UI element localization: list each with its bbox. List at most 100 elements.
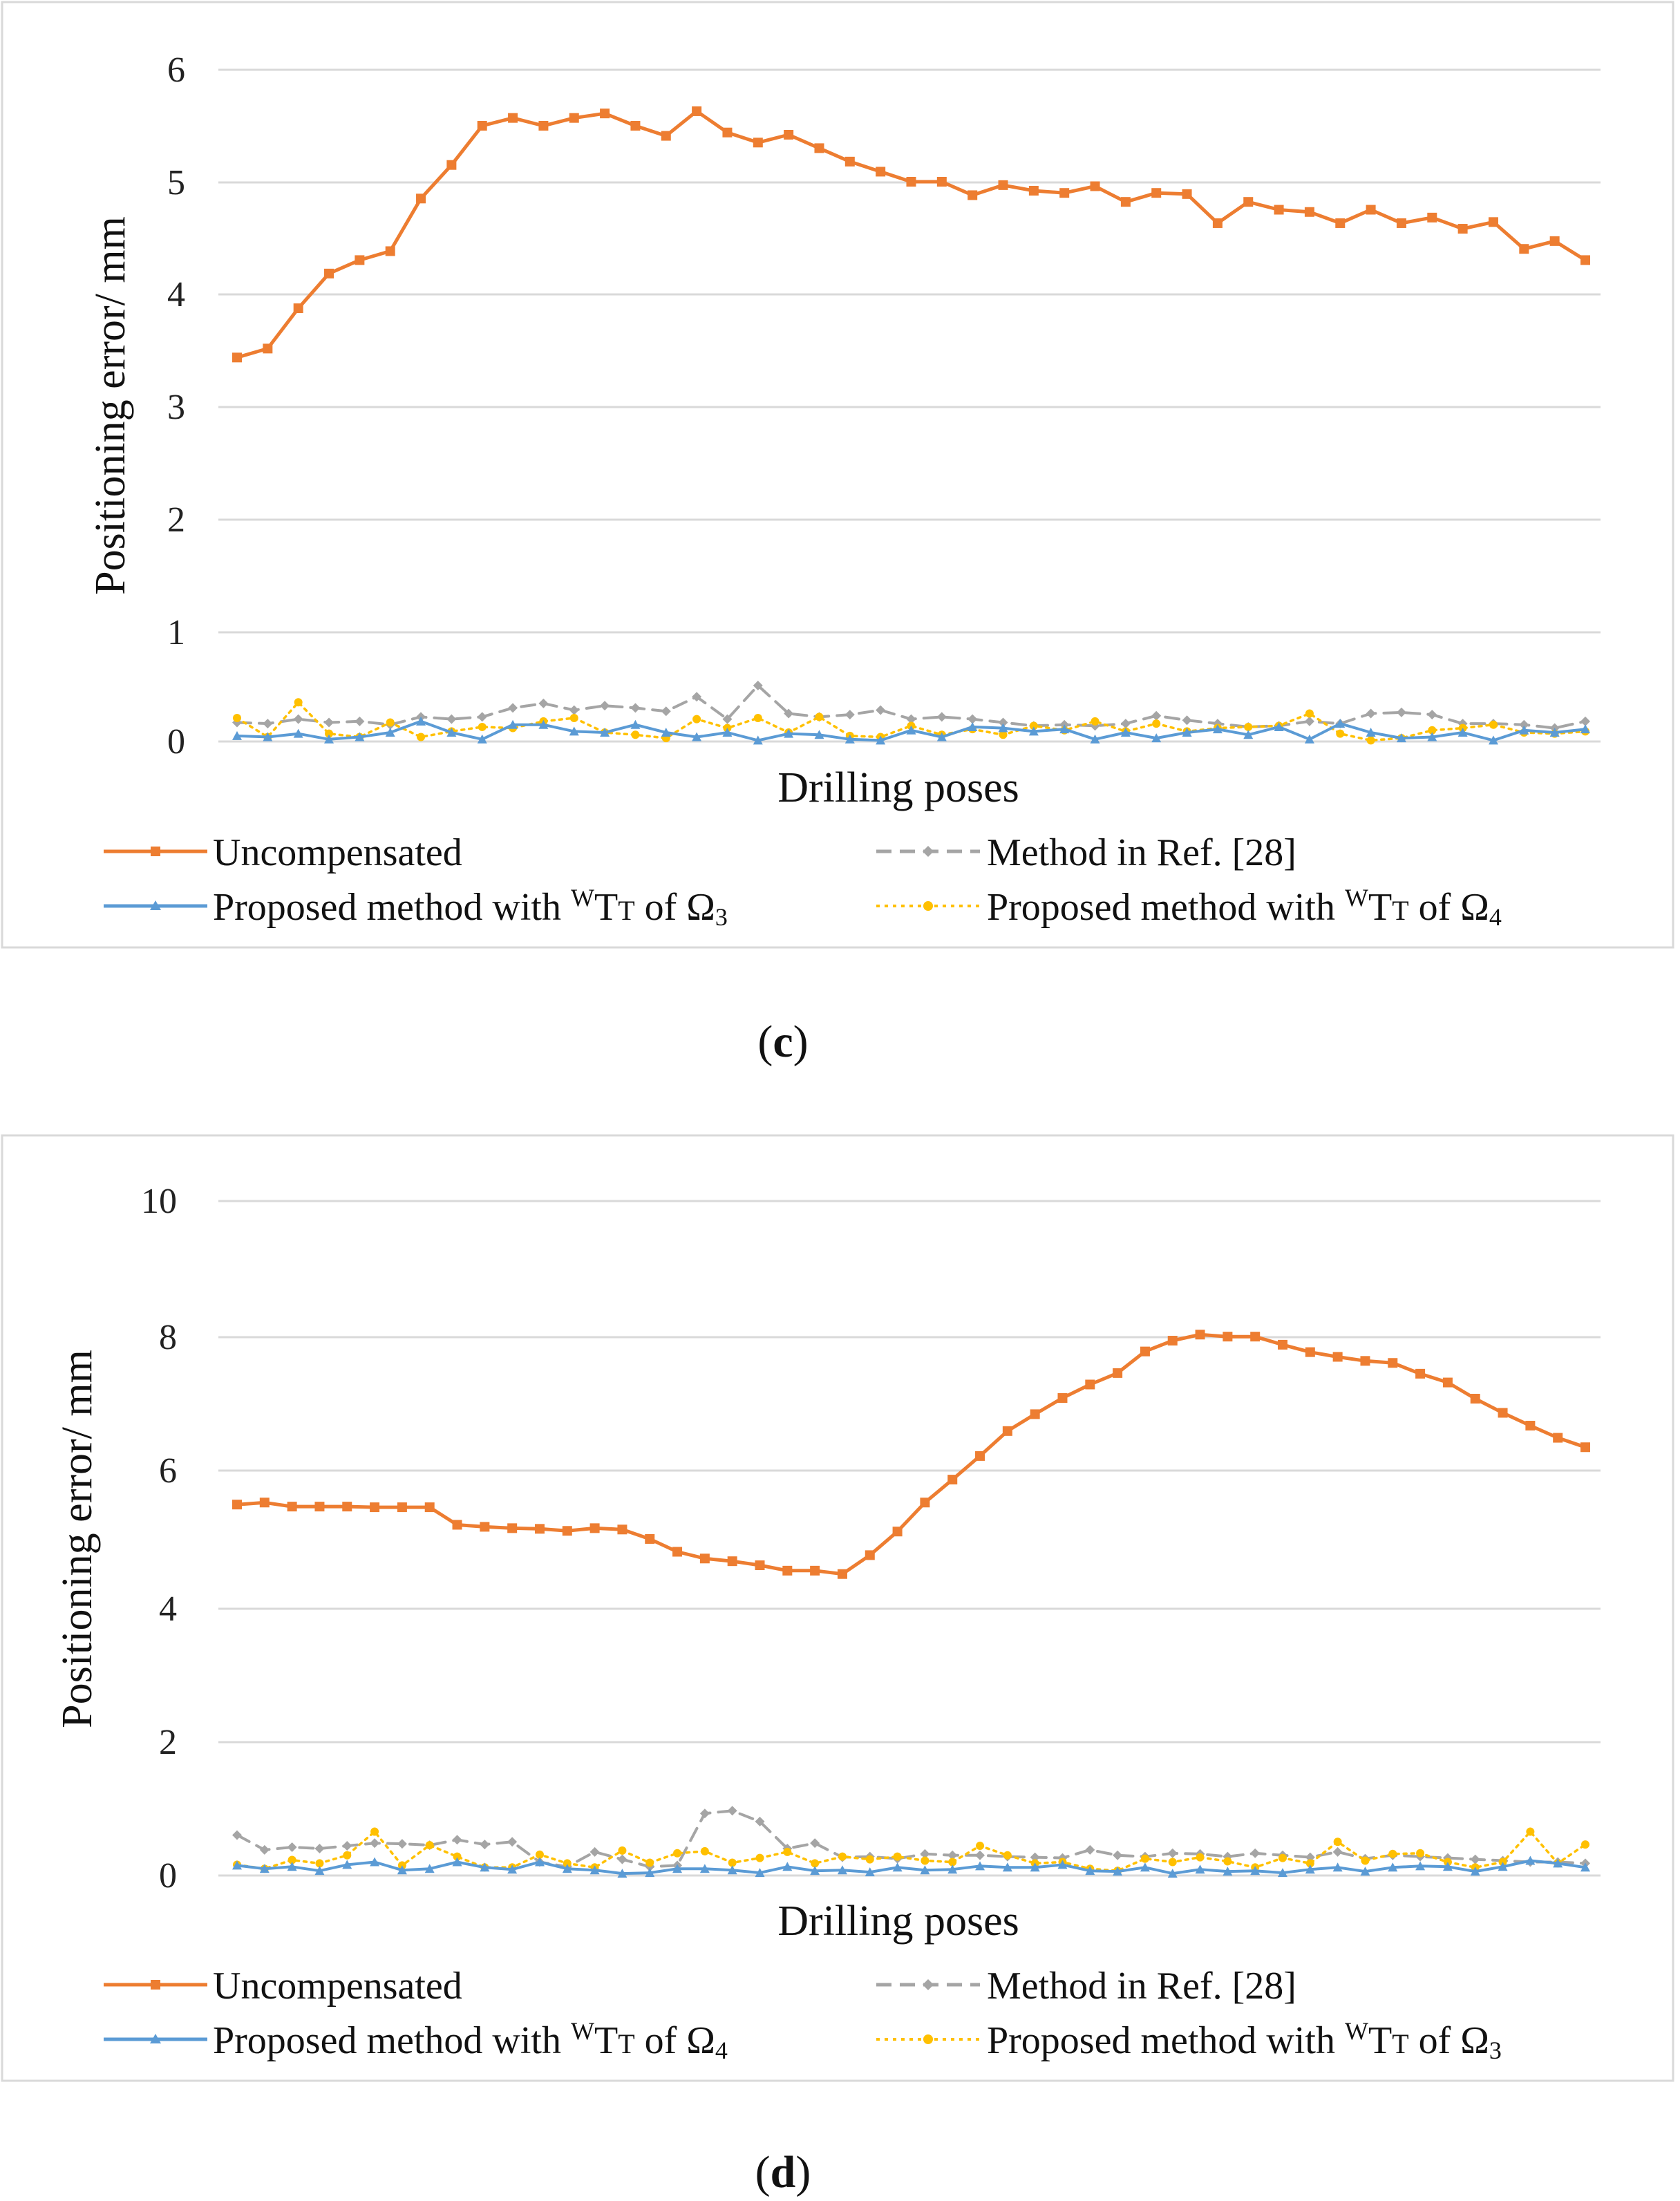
chart-c-legend-item-blue: Proposed method with WTT of Ω3 — [104, 884, 728, 931]
chart-d-data-point-blue — [865, 1867, 875, 1877]
chart-c-data-point-blue — [263, 732, 273, 741]
chart-c-y-tick-labels: 0 1 2 3 4 5 6 — [167, 50, 185, 762]
chart-d-data-point-uncompensated — [1085, 1379, 1095, 1390]
chart-c-data-point-blue — [508, 719, 518, 729]
chart-c-data-point-yellow — [478, 722, 487, 731]
chart-d-y-tick-label: 6 — [159, 1451, 177, 1491]
chart-d-data-point-blue — [672, 1864, 683, 1873]
chart-c-data-point-blue — [355, 732, 365, 741]
chart-d-data-point-blue — [947, 1864, 958, 1874]
chart-d-data-point-ref — [1113, 1850, 1123, 1860]
chart-c-data-point-uncompensated — [324, 268, 334, 278]
chart-c-data-point-blue — [1366, 728, 1376, 737]
chart-d-data-point-ref — [314, 1843, 325, 1853]
chart-c-legend-label-ref: Method in Ref. [28] — [987, 831, 1296, 874]
chart-c-data-point-blue — [1243, 730, 1254, 739]
chart-d-data-point-blue — [534, 1857, 545, 1867]
chart-d-data-point-yellow — [921, 1856, 929, 1865]
chart-c-data-point-uncompensated — [232, 352, 242, 363]
chart-d-data-point-yellow — [563, 1859, 572, 1868]
chart-d-data-point-uncompensated — [1030, 1409, 1040, 1419]
chart-c-data-point-yellow — [233, 713, 241, 722]
chart-c-data-point-uncompensated — [1580, 255, 1590, 265]
chart-c-data-point-uncompensated — [385, 246, 395, 256]
chart-c-data-point-blue — [569, 726, 579, 736]
chart-d-y-tick-label: 0 — [159, 1856, 177, 1896]
chart-c-legend-marker-uncompensated — [151, 847, 160, 856]
chart-d-data-point-uncompensated — [947, 1475, 958, 1485]
chart-c-data-point-blue — [1427, 732, 1437, 741]
chart-d-legend-item-ref: Method in Ref. [28] — [876, 1965, 1296, 2008]
chart-d-legend-item-yellow: Proposed method with WTT of Ω3 — [876, 2017, 1502, 2064]
chart-d-data-point-ref — [727, 1806, 737, 1816]
chart-d-data-point-ref — [699, 1808, 710, 1819]
chart-d-data-point-yellow — [1140, 1854, 1149, 1863]
chart-d-data-point-yellow — [425, 1841, 434, 1850]
chart-c-caption-close: ) — [793, 1017, 809, 1067]
chart-c-data-point-ref — [293, 714, 303, 724]
chart-c-data-point-uncompensated — [814, 143, 824, 153]
chart-c-data-point-ref — [446, 714, 457, 724]
chart-c-legend-yellow-pre: Proposed method with — [987, 886, 1345, 929]
chart-d-data-point-blue — [507, 1864, 518, 1874]
chart-d-data-point-ref — [755, 1816, 765, 1826]
chart-c-data-point-ref — [1580, 716, 1590, 726]
chart-c-data-point-yellow — [417, 733, 426, 741]
chart-d-y-tick-labels: 0 2 4 6 8 10 — [141, 1182, 177, 1896]
chart-d-data-point-ref — [287, 1842, 297, 1853]
chart-d-y-tick-label: 2 — [159, 1723, 177, 1762]
chart-d-legend-blue-post: of Ω — [635, 2019, 715, 2062]
chart-c-data-point-uncompensated — [293, 303, 303, 314]
chart-d-data-point-uncompensated — [397, 1502, 407, 1513]
chart-d-data-point-uncompensated — [1553, 1433, 1563, 1443]
chart-d-data-point-uncompensated — [1525, 1421, 1536, 1431]
chart-c-data-point-ref — [1120, 719, 1131, 729]
chart-c-data-point-blue — [1488, 735, 1498, 745]
chart-d-legend-label-ref: Method in Ref. [28] — [987, 1965, 1296, 2008]
chart-d-data-point-blue — [1553, 1858, 1563, 1868]
chart-d-data-point-ref — [920, 1849, 930, 1859]
chart-d-legend-marker-ref — [923, 1979, 934, 1990]
chart-c-data-point-ref — [936, 712, 947, 722]
chart-c-data-point-yellow — [999, 730, 1008, 739]
chart-c-data-point-uncompensated — [1488, 217, 1498, 227]
chart-c-y-tick-label: 5 — [167, 163, 185, 202]
chart-d-data-point-uncompensated — [314, 1502, 325, 1512]
chart-c-data-point-uncompensated — [1059, 188, 1070, 198]
chart-d-data-point-blue — [1140, 1862, 1150, 1872]
chart-c-y-tick-label: 3 — [167, 388, 185, 427]
chart-c-data-point-blue — [1457, 728, 1468, 737]
chart-d-legend-blue-sup: W — [571, 2017, 594, 2045]
chart-c-legend-blue-idx: 3 — [715, 903, 728, 931]
chart-d-data-point-blue — [424, 1864, 435, 1873]
chart-c-data-point-yellow — [1428, 726, 1437, 735]
chart-d-legend-blue-mid: T — [594, 2019, 618, 2062]
chart-d-data-point-ref — [259, 1844, 270, 1855]
chart-d-data-point-uncompensated — [892, 1527, 903, 1537]
chart-c-frame — [1, 1, 1674, 949]
chart-d-legend-blue-idx: 4 — [715, 2037, 728, 2064]
chart-c-caption: (c) — [757, 1017, 808, 1067]
chart-c-data-point-yellow — [1366, 736, 1375, 745]
chart-c-data-point-blue — [538, 719, 549, 729]
chart-d-data-point-blue — [397, 1865, 407, 1875]
chart-c-data-point-ref — [1427, 710, 1437, 720]
chart-c-data-point-blue — [1212, 724, 1223, 734]
chart-d-data-point-uncompensated — [1305, 1347, 1315, 1357]
chart-d-y-tick-label: 8 — [159, 1318, 177, 1357]
chart-c-legend-item-uncompensated: Uncompensated — [104, 831, 462, 874]
chart-d-data-point-uncompensated — [727, 1556, 737, 1567]
chart-d-legend-yellow-sub: T — [1392, 2028, 1408, 2059]
chart-c-data-point-ref — [1519, 719, 1529, 730]
chart-d-series-line-blue — [236, 1859, 1587, 1876]
chart-c-data-point-blue — [477, 734, 487, 744]
chart-d-data-point-uncompensated — [645, 1533, 655, 1544]
chart-c-data-point-blue — [446, 728, 457, 737]
chart-d-data-point-blue — [837, 1865, 847, 1875]
chart-d-data-point-yellow — [811, 1859, 820, 1868]
chart-c-data-point-blue — [293, 728, 303, 738]
chart-c-data-point-uncompensated — [1274, 205, 1284, 215]
chart-d-data-point-yellow — [1196, 1853, 1205, 1862]
chart-c-data-point-blue — [876, 735, 886, 745]
